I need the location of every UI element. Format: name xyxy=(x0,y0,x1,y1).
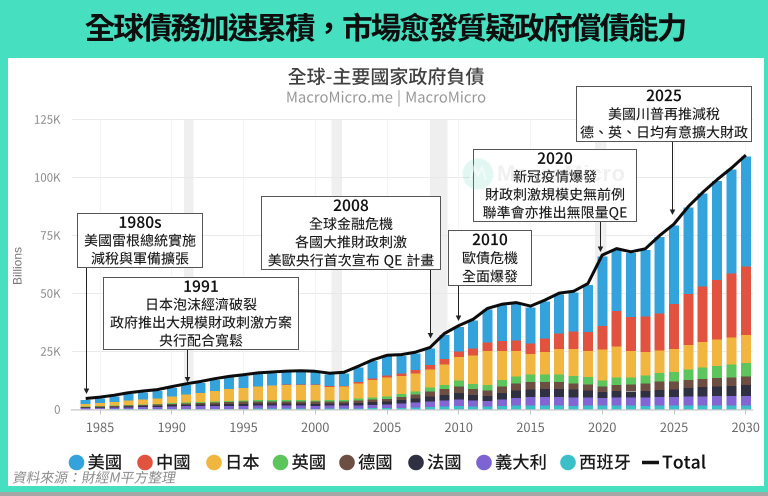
svg-text:Billions: Billions xyxy=(11,247,25,285)
svg-text:MacroMicro: MacroMicro xyxy=(497,161,625,186)
